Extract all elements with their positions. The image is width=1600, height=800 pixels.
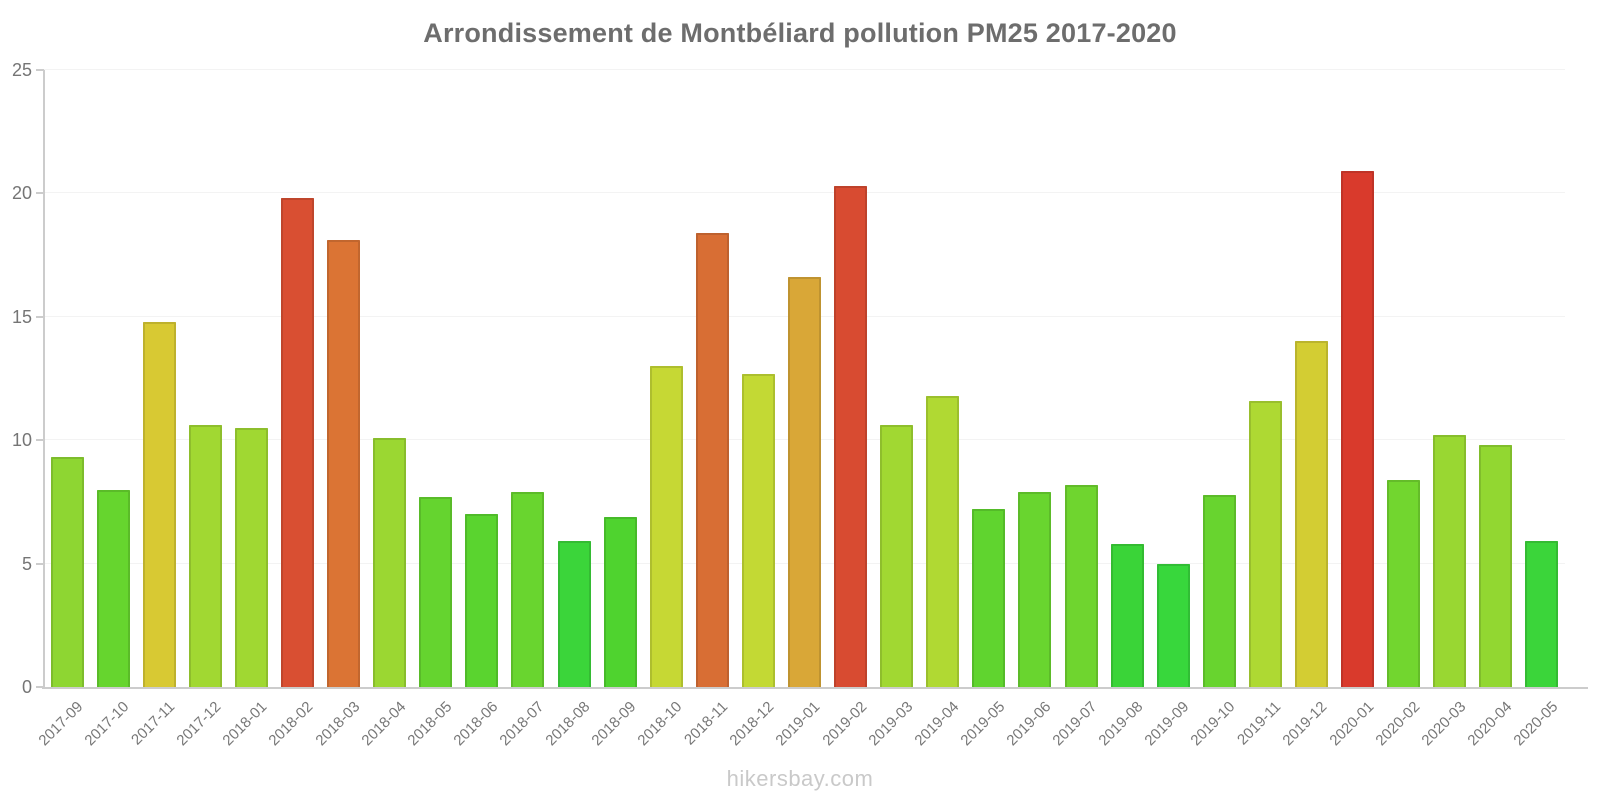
y-tick-label-15: 15 (11, 306, 32, 327)
bar-2018-02[interactable] (281, 198, 314, 687)
bar-2019-07[interactable] (1064, 484, 1098, 687)
x-tick-label-2018-10: 2018-10 (634, 698, 686, 750)
bar-2019-02[interactable] (834, 186, 868, 687)
x-tick-label-2017-10: 2017-10 (81, 698, 133, 750)
bar-2017-12[interactable] (188, 425, 222, 687)
watermark: hikersbay.com (726, 766, 874, 791)
x-tick-label-2017-11: 2017-11 (128, 698, 179, 749)
bar-2018-09[interactable] (603, 516, 637, 687)
x-tick-label-2019-07: 2019-07 (1049, 698, 1101, 750)
x-tick-label-2018-01: 2018-01 (219, 698, 271, 750)
x-tick-label-2019-11: 2019-11 (1234, 698, 1285, 749)
bar-2019-01[interactable] (788, 277, 821, 687)
bar-2017-09[interactable] (50, 457, 84, 687)
x-tick-label-2019-08: 2019-08 (1095, 698, 1147, 750)
grid-line-20 (44, 192, 1565, 194)
bar-2019-06[interactable] (1018, 492, 1052, 687)
y-tick-label-10: 10 (11, 430, 32, 451)
bar-2018-03[interactable] (327, 240, 361, 687)
bar-2018-05[interactable] (419, 496, 453, 687)
x-tick-label-2018-11: 2018-11 (681, 698, 732, 749)
y-axis-tick-20 (36, 192, 44, 195)
grid-line-25 (44, 69, 1565, 70)
x-tick-label-2018-07: 2018-07 (496, 698, 548, 750)
bar-2019-03[interactable] (880, 425, 914, 687)
x-tick-label-2019-02: 2019-02 (818, 698, 870, 750)
y-axis-tick-25 (36, 69, 44, 71)
x-tick-label-2018-09: 2018-09 (588, 698, 640, 750)
x-tick-label-2020-03: 2020-03 (1418, 698, 1470, 750)
bar-2017-11[interactable] (142, 321, 176, 687)
bar-2018-04[interactable] (373, 437, 407, 687)
x-tick-label-2018-12: 2018-12 (726, 698, 778, 750)
y-axis-tick-0 (36, 686, 44, 688)
bar-2019-10[interactable] (1202, 494, 1236, 687)
x-tick-label-2017-09: 2017-09 (35, 698, 87, 750)
bar-2020-01[interactable] (1341, 171, 1375, 687)
bar-2017-10[interactable] (96, 489, 130, 687)
x-tick-label-2018-08: 2018-08 (542, 698, 594, 750)
x-tick-label-2020-05: 2020-05 (1510, 698, 1562, 750)
x-tick-label-2019-01: 2019-01 (772, 698, 824, 750)
x-tick-label-2019-10: 2019-10 (1187, 698, 1239, 750)
y-tick-label-5: 5 (21, 553, 32, 574)
bar-2020-04[interactable] (1479, 445, 1513, 687)
bar-2020-02[interactable] (1387, 479, 1421, 687)
x-tick-label-2019-06: 2019-06 (1003, 698, 1055, 750)
bar-2019-04[interactable] (926, 395, 960, 687)
x-tick-label-2018-05: 2018-05 (404, 698, 456, 750)
x-tick-label-2019-09: 2019-09 (1141, 698, 1193, 750)
chart-title: Arrondissement de Montbéliard pollution … (423, 18, 1177, 48)
y-axis-tick-15 (36, 315, 44, 318)
x-tick-label-2018-04: 2018-04 (358, 698, 410, 750)
bar-2018-01[interactable] (234, 427, 268, 687)
bar-2018-10[interactable] (649, 366, 683, 687)
bar-2018-11[interactable] (695, 232, 729, 687)
y-tick-label-25: 25 (11, 60, 32, 80)
bar-2019-09[interactable] (1156, 563, 1190, 687)
bar-2020-03[interactable] (1433, 435, 1467, 687)
y-tick-label-0: 0 (21, 677, 32, 697)
bar-2018-12[interactable] (741, 373, 775, 687)
bar-2019-12[interactable] (1295, 341, 1328, 687)
x-tick-label-2018-06: 2018-06 (450, 698, 502, 750)
y-axis-line (43, 70, 45, 687)
bar-2019-08[interactable] (1110, 543, 1144, 687)
x-tick-label-2020-01: 2020-01 (1325, 698, 1377, 750)
y-tick-label-20: 20 (11, 183, 32, 204)
x-tick-label-2018-02: 2018-02 (265, 698, 317, 750)
bar-2018-06[interactable] (465, 514, 499, 687)
y-axis-tick-5 (36, 562, 44, 565)
x-tick-label-2019-05: 2019-05 (957, 698, 1009, 750)
plot-area: 0 5 10 15 20 25 2017-09 2017-10 2017-11 2017-12 2… (12, 61, 1588, 749)
x-tick-label-2017-12: 2017-12 (173, 698, 225, 750)
bar-2019-05[interactable] (972, 509, 1006, 687)
bar-2018-08[interactable] (557, 541, 591, 687)
bar-2018-07[interactable] (511, 492, 545, 687)
bar-2019-11[interactable] (1248, 400, 1282, 687)
x-axis-line (42, 687, 1588, 689)
x-tick-label-2020-02: 2020-02 (1372, 698, 1424, 750)
x-tick-label-2020-04: 2020-04 (1464, 698, 1516, 750)
x-tick-label-2018-03: 2018-03 (311, 698, 363, 750)
y-axis-tick-10 (36, 439, 44, 442)
x-tick-label-2019-03: 2019-03 (865, 698, 917, 750)
bar-2020-05[interactable] (1525, 541, 1559, 687)
x-tick-label-2019-04: 2019-04 (911, 698, 963, 750)
x-tick-label-2019-12: 2019-12 (1279, 698, 1331, 750)
